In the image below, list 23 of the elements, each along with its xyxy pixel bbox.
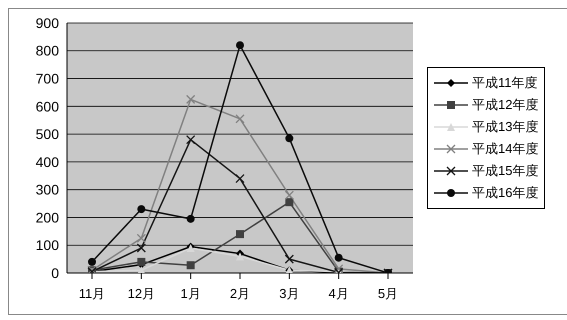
y-tick-label: 600 [36,98,60,114]
y-tick-label: 300 [36,182,60,198]
x-tick-label: 11月 [78,286,106,302]
x-tick-label: 2月 [230,286,250,302]
x-tick-label: 1月 [180,286,201,302]
y-tick-label: 100 [36,237,60,254]
y-tick-label: 900 [36,14,60,31]
legend-label: 平成11年度 [472,74,538,92]
x-tick-label: 4月 [328,286,349,302]
y-tick-label: 400 [36,154,60,170]
legend-label: 平成13年度 [472,118,538,136]
x-tick-label: 12月 [128,286,156,302]
y-tick-label: 800 [36,42,60,59]
x-tick-label: 5月 [378,286,398,302]
legend-label: 平成15年度 [472,162,538,180]
y-tick-label: 700 [36,70,60,87]
legend-label: 平成12年度 [472,96,538,114]
legend-label: 平成14年度 [472,140,538,158]
y-tick-label: 500 [36,126,60,142]
legend-label: 平成16年度 [472,184,538,202]
y-tick-label: 200 [36,209,60,226]
x-tick-label: 3月 [279,286,300,302]
y-tick-label: 0 [51,264,60,281]
